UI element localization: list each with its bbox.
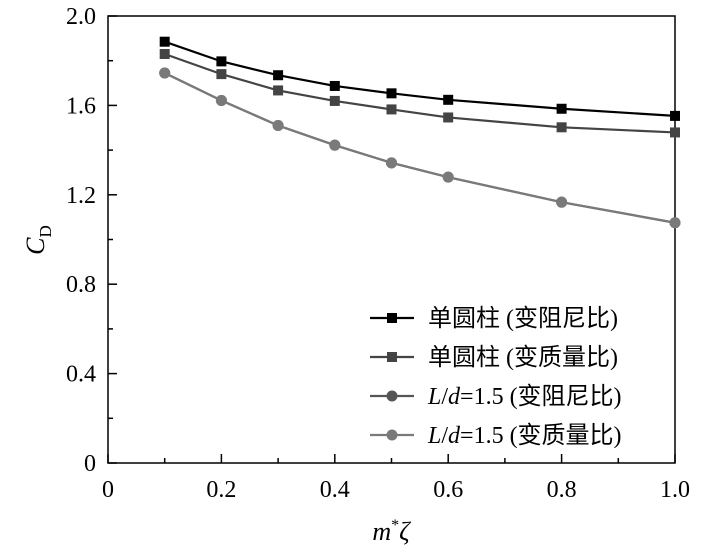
legend-marker xyxy=(386,429,398,441)
data-point xyxy=(159,36,170,47)
legend-label-slash: / xyxy=(441,423,448,449)
x-axis-title-star: * xyxy=(391,517,399,534)
series-3 xyxy=(159,67,681,229)
axis-ticks xyxy=(107,15,676,464)
x-tick-label: 0.6 xyxy=(433,477,463,503)
y-axis-title: CD xyxy=(21,225,55,255)
legend-entry-3: L/d=1.5 (变阻尼比) xyxy=(370,383,622,410)
legend-label: 单圆柱 (变阻尼比) xyxy=(428,305,618,332)
data-point xyxy=(669,217,681,229)
series-2 xyxy=(159,48,680,138)
legend-entry-2: 单圆柱 (变质量比) xyxy=(370,344,618,371)
legend-label-italic-d: d xyxy=(448,384,461,410)
data-point xyxy=(670,127,680,138)
data-point xyxy=(442,171,454,183)
x-tick-label: 0.8 xyxy=(547,477,577,503)
legend-marker xyxy=(387,313,397,323)
y-tick-label: 0 xyxy=(84,451,96,477)
legend-label: L/d=1.5 (变阻尼比) xyxy=(427,383,622,410)
series-line xyxy=(164,72,676,224)
legend-label: 单圆柱 (变质量比) xyxy=(428,344,618,371)
legend-label-slash: / xyxy=(441,384,448,410)
legend-label-italic-L: L xyxy=(427,384,441,410)
data-point xyxy=(556,103,567,114)
series-4 xyxy=(159,67,681,229)
series-line xyxy=(164,72,676,224)
x-axis-title: m*ζ xyxy=(372,517,411,546)
data-point xyxy=(272,120,284,132)
data-point xyxy=(670,110,680,121)
legend-label-italic-d: d xyxy=(448,423,461,449)
y-tick-label: 0.8 xyxy=(66,272,96,298)
series-layer xyxy=(159,36,681,229)
x-tick-label: 0 xyxy=(102,477,114,503)
legend-marker xyxy=(386,390,398,402)
legend: 单圆柱 (变阻尼比)单圆柱 (变质量比)L/d=1.5 (变阻尼比)L/d=1.… xyxy=(370,305,622,449)
legend-label-rest: =1.5 (变质量比) xyxy=(460,422,622,449)
y-axis-title-main: C xyxy=(21,237,50,255)
data-point xyxy=(443,94,454,105)
legend-entry-4: L/d=1.5 (变质量比) xyxy=(370,422,622,449)
y-tick-label: 0.4 xyxy=(66,362,96,388)
y-axis-title-subscript: D xyxy=(36,225,55,237)
series-line xyxy=(164,52,676,134)
legend-marker xyxy=(387,352,397,362)
data-point xyxy=(443,112,454,123)
data-point xyxy=(273,85,284,96)
legend-label-italic-L: L xyxy=(427,423,441,449)
y-tick-label: 1.2 xyxy=(66,183,96,209)
data-point xyxy=(329,80,340,91)
data-point xyxy=(159,48,170,59)
y-tick-label: 1.6 xyxy=(66,93,96,119)
data-point xyxy=(386,104,397,115)
data-point xyxy=(215,94,227,106)
x-tick-label: 0.2 xyxy=(206,477,236,503)
x-axis-title-m: m xyxy=(372,517,391,546)
data-point xyxy=(273,70,284,81)
series-1 xyxy=(159,36,680,121)
axis-tick-labels: 0 0.2 0.4 0.6 0.8 1.0 0 0.4 0.8 1.2 1.6 2.0 xyxy=(66,4,690,503)
data-point xyxy=(329,95,340,106)
legend-label-rest: =1.5 (变阻尼比) xyxy=(460,383,622,410)
data-point xyxy=(556,122,567,133)
y-tick-label: 2.0 xyxy=(66,4,96,30)
data-point xyxy=(386,157,397,169)
x-axis-title-zeta: ζ xyxy=(399,517,411,546)
data-point xyxy=(556,196,568,208)
series-line xyxy=(164,40,676,118)
data-point xyxy=(329,139,341,151)
data-point xyxy=(216,69,227,80)
data-point xyxy=(386,88,397,99)
legend-entry-1: 单圆柱 (变阻尼比) xyxy=(370,305,618,332)
data-point xyxy=(216,56,227,67)
x-tick-label: 0.4 xyxy=(320,477,350,503)
data-point xyxy=(159,67,171,79)
x-tick-label: 1.0 xyxy=(660,477,690,503)
legend-label: L/d=1.5 (变质量比) xyxy=(427,422,622,449)
